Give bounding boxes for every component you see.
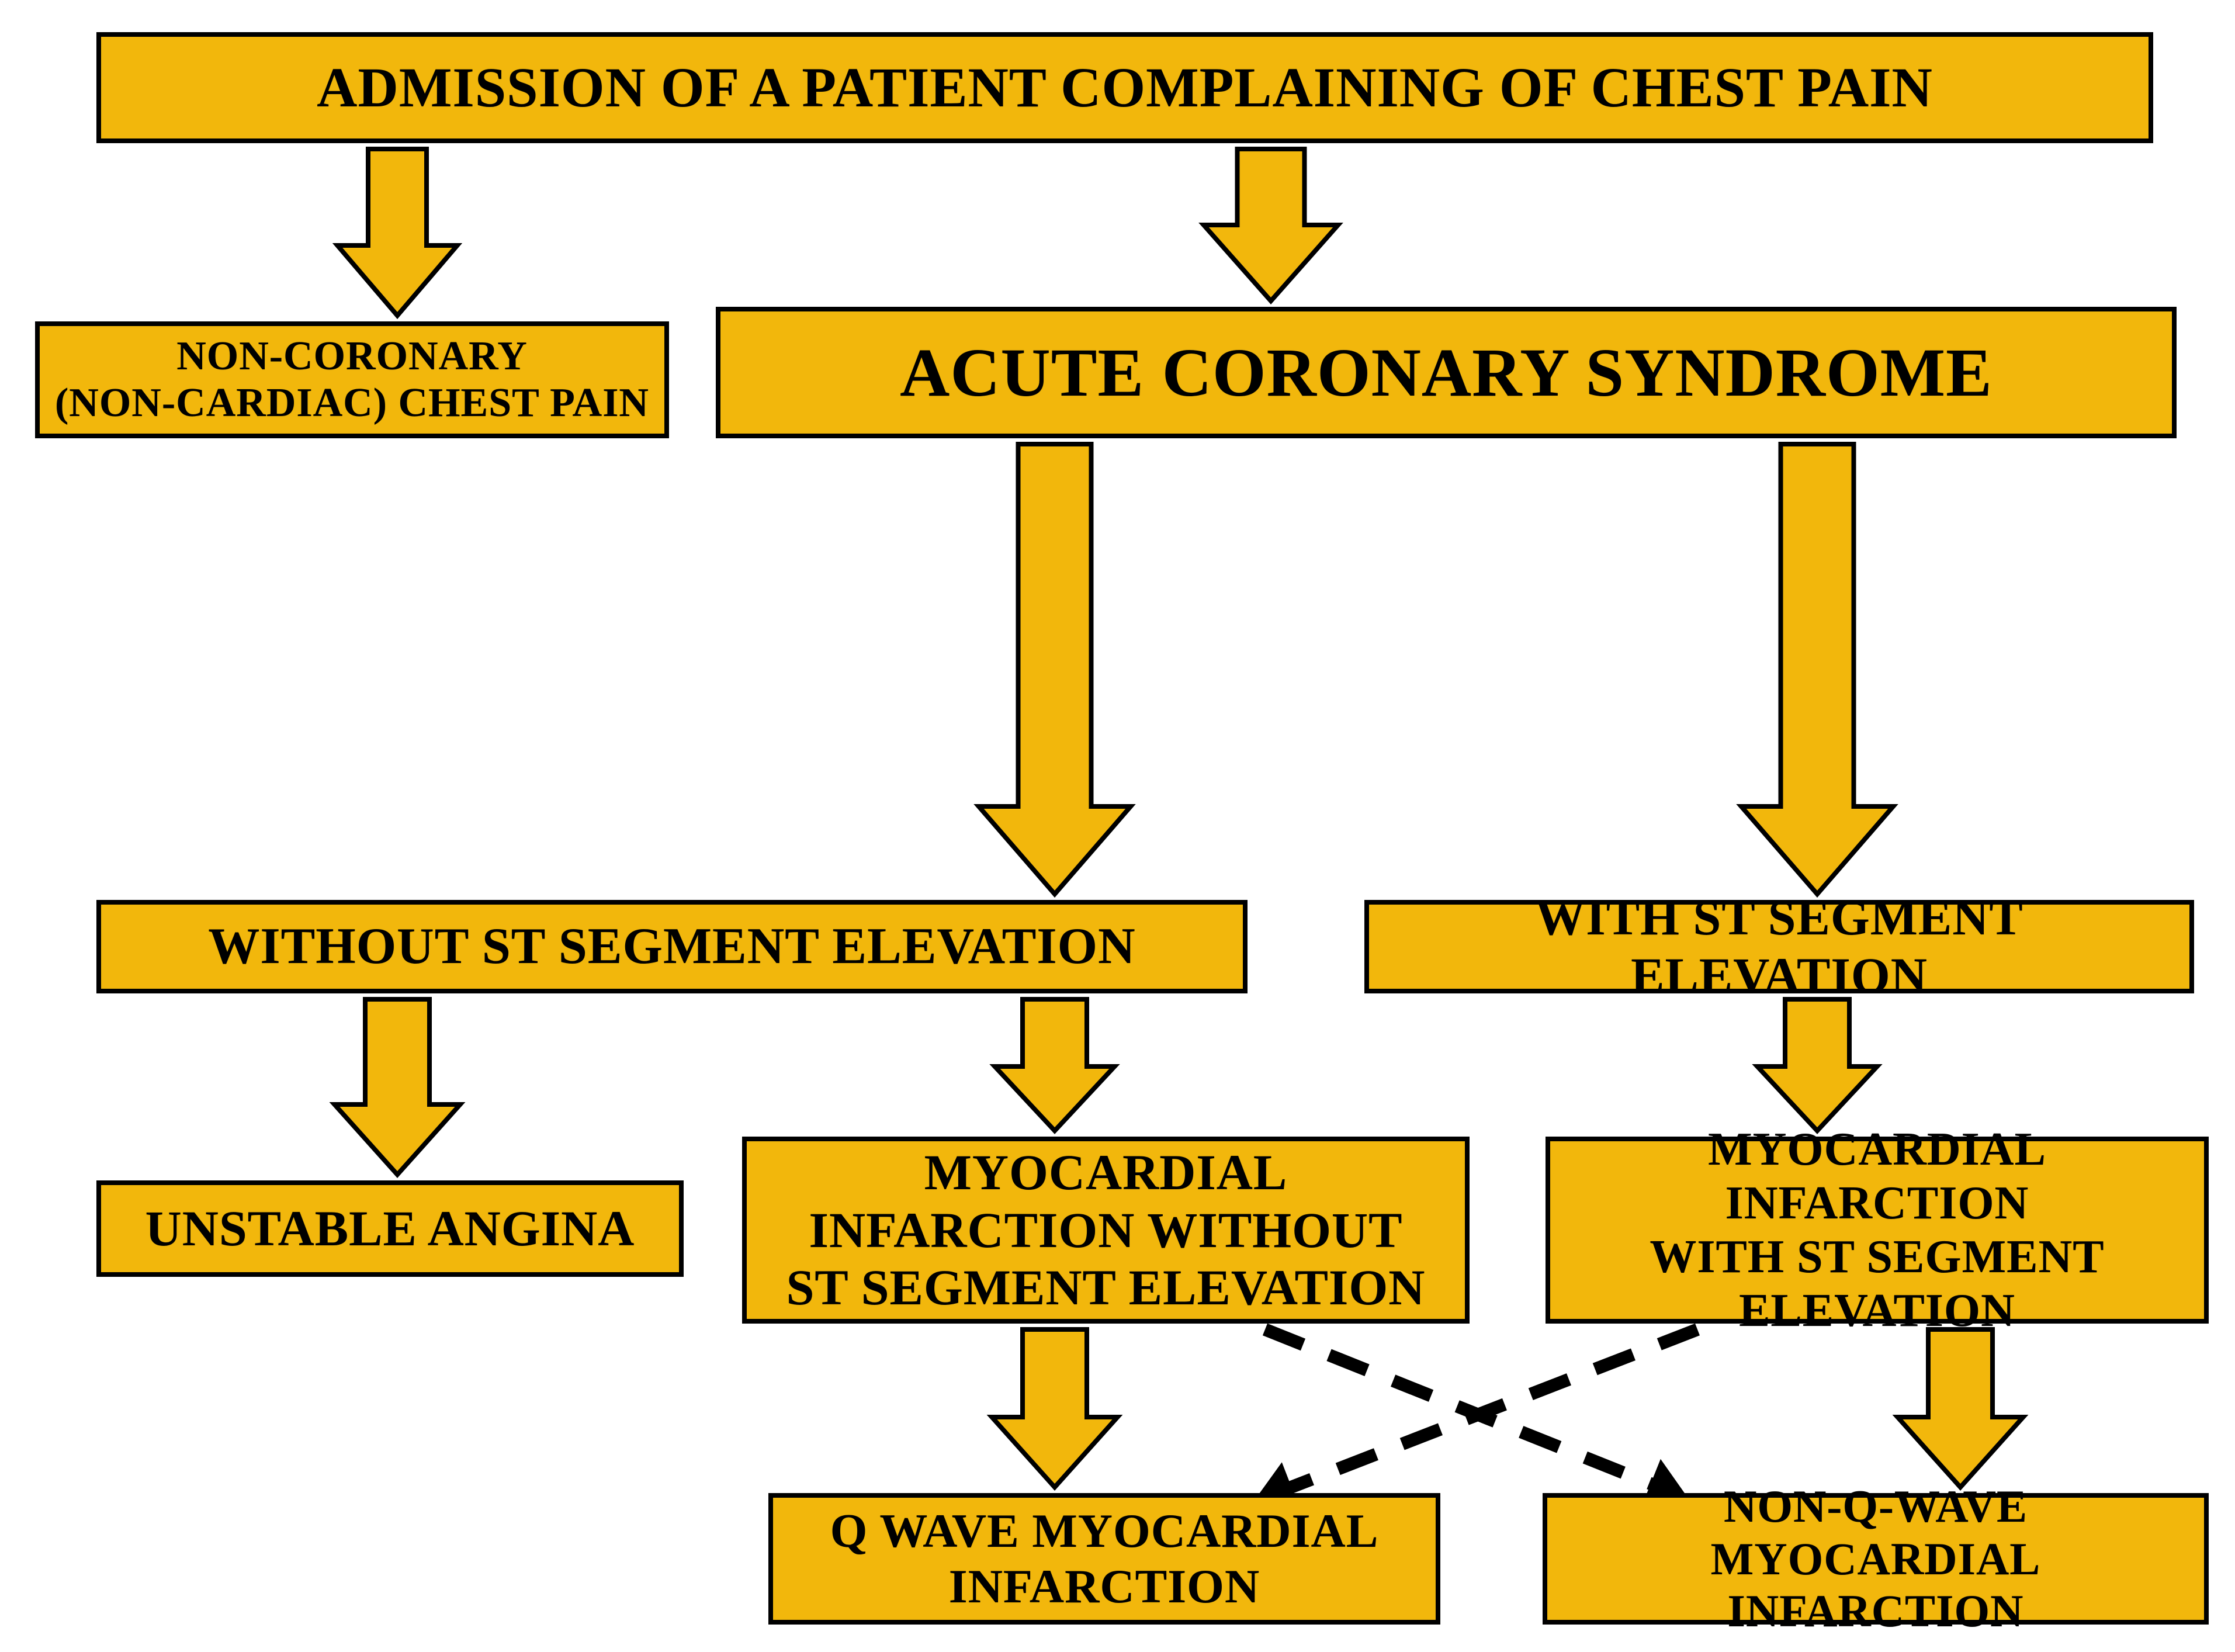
connectors-layer [0, 0, 2235, 1652]
node-nonqwave: NON-Q-WAVE MYOCARDIAL INFARCTION [1543, 1493, 2209, 1625]
a-mi-st-nonq [1898, 1329, 2023, 1487]
a-admission-noncoronary [338, 149, 458, 316]
node-unstable: UNSTABLE ANGINA [96, 1180, 684, 1277]
a-with-mi [1758, 999, 1877, 1131]
a-acs-with [1741, 444, 1893, 894]
a-without-mi [995, 999, 1115, 1131]
a-mi-no-st-q [992, 1329, 1118, 1487]
node-with_st: WITH ST SEGMENT ELEVATION [1364, 900, 2194, 993]
node-without_st: WITHOUT ST SEGMENT ELEVATION [96, 900, 1248, 993]
a-acs-without [979, 444, 1131, 894]
flowchart-canvas: ADMISSION OF A PATIENT COMPLAINING OF CH… [0, 0, 2235, 1652]
node-mi_no_st: MYOCARDIAL INFARCTION WITHOUT ST SEGMENT… [742, 1137, 1470, 1324]
node-noncoronary: NON-CORONARY (NON-CARDIAC) CHEST PAIN [35, 321, 669, 438]
node-acs: ACUTE CORONARY SYNDROME [716, 307, 2177, 438]
a-without-unstable [335, 999, 460, 1175]
node-qwave: Q WAVE MYOCARDIAL INFARCTION [768, 1493, 1440, 1625]
node-mi_st: MYOCARDIAL INFARCTION WITH ST SEGMENT EL… [1546, 1137, 2209, 1324]
node-admission: ADMISSION OF A PATIENT COMPLAINING OF CH… [96, 32, 2153, 143]
a-admission-acs [1204, 149, 1338, 301]
